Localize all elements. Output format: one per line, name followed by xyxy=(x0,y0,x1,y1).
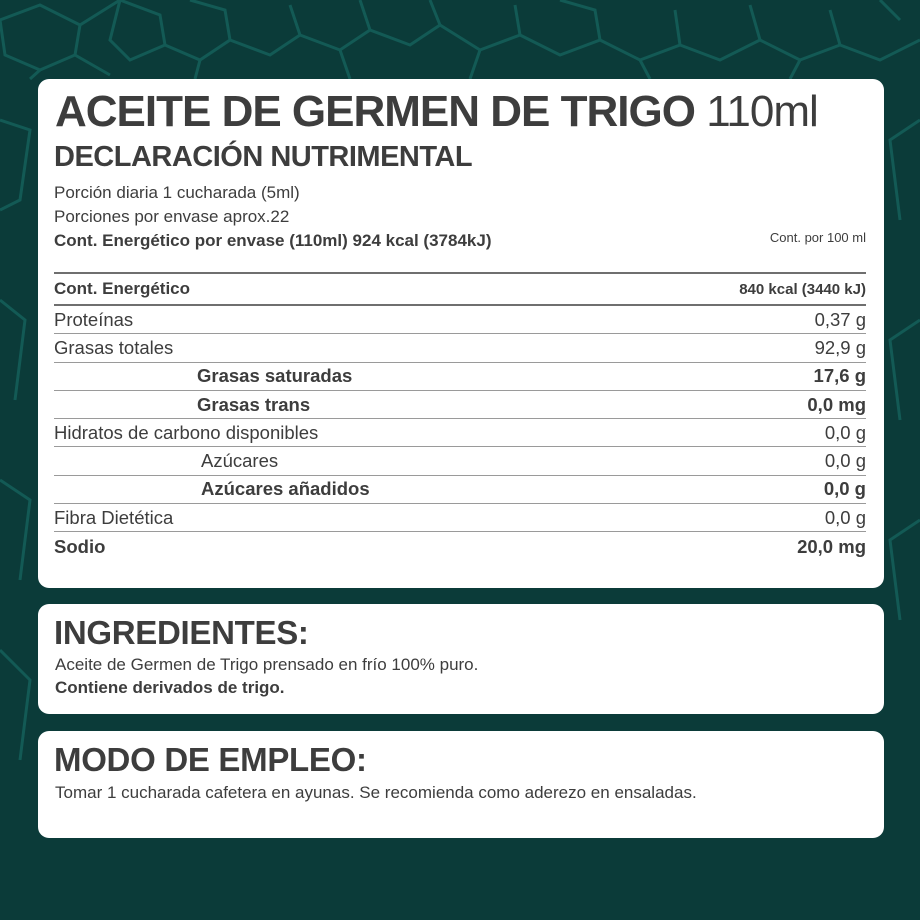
usage-title: MODO DE EMPLEO: xyxy=(54,741,367,778)
table-row: Proteínas 0,37 g xyxy=(54,306,866,335)
table-row: Azúcares 0,0 g xyxy=(54,447,866,476)
per-100-label: Cont. por 100 ml xyxy=(769,230,866,245)
allergen-text: Contiene derivados de trigo. xyxy=(55,678,285,697)
nutrition-subtitle: DECLARACIÓN NUTRIMENTAL xyxy=(54,141,473,173)
nutrition-table: Cont. Energético 840 kcal (3440 kJ) Prote… xyxy=(54,272,866,561)
product-title: ACEITE DE GERMEN DE TRIGO 110ml xyxy=(55,87,819,136)
table-row: Fibra Dietética 0,0 g xyxy=(54,504,866,533)
usage-text: Tomar 1 cucharada cafetera en ayunas. Se… xyxy=(55,783,697,802)
servings-per-container: Porciones por envase aprox.22 xyxy=(54,207,290,226)
usage-card: MODO DE EMPLEO: Tomar 1 cucharada cafete… xyxy=(38,731,884,838)
ingredients-text: Aceite de Germen de Trigo prensado en fr… xyxy=(55,655,479,674)
table-row: Grasas saturadas 17,6 g xyxy=(54,363,866,391)
energy-per-container: Cont. Energético por envase (110ml) 924 … xyxy=(54,231,492,250)
table-row: Azúcares añadidos 0,0 g xyxy=(54,476,866,505)
serving-size: Porción diaria 1 cucharada (5ml) xyxy=(54,183,300,202)
divider xyxy=(54,272,866,274)
table-row: Cont. Energético 840 kcal (3440 kJ) xyxy=(54,274,866,306)
product-volume: 110ml xyxy=(706,87,819,136)
table-row: Hidratos de carbono disponibles 0,0 g xyxy=(54,419,866,448)
table-row: Grasas totales 92,9 g xyxy=(54,334,866,363)
table-row: Sodio 20,0 mg xyxy=(54,535,866,557)
ingredients-card: INGREDIENTES: Aceite de Germen de Trigo … xyxy=(38,604,884,714)
table-row: Grasas trans 0,0 mg xyxy=(54,391,866,420)
ingredients-title: INGREDIENTES: xyxy=(54,614,309,651)
nutrition-card: ACEITE DE GERMEN DE TRIGO 110ml DECLARAC… xyxy=(38,79,884,588)
